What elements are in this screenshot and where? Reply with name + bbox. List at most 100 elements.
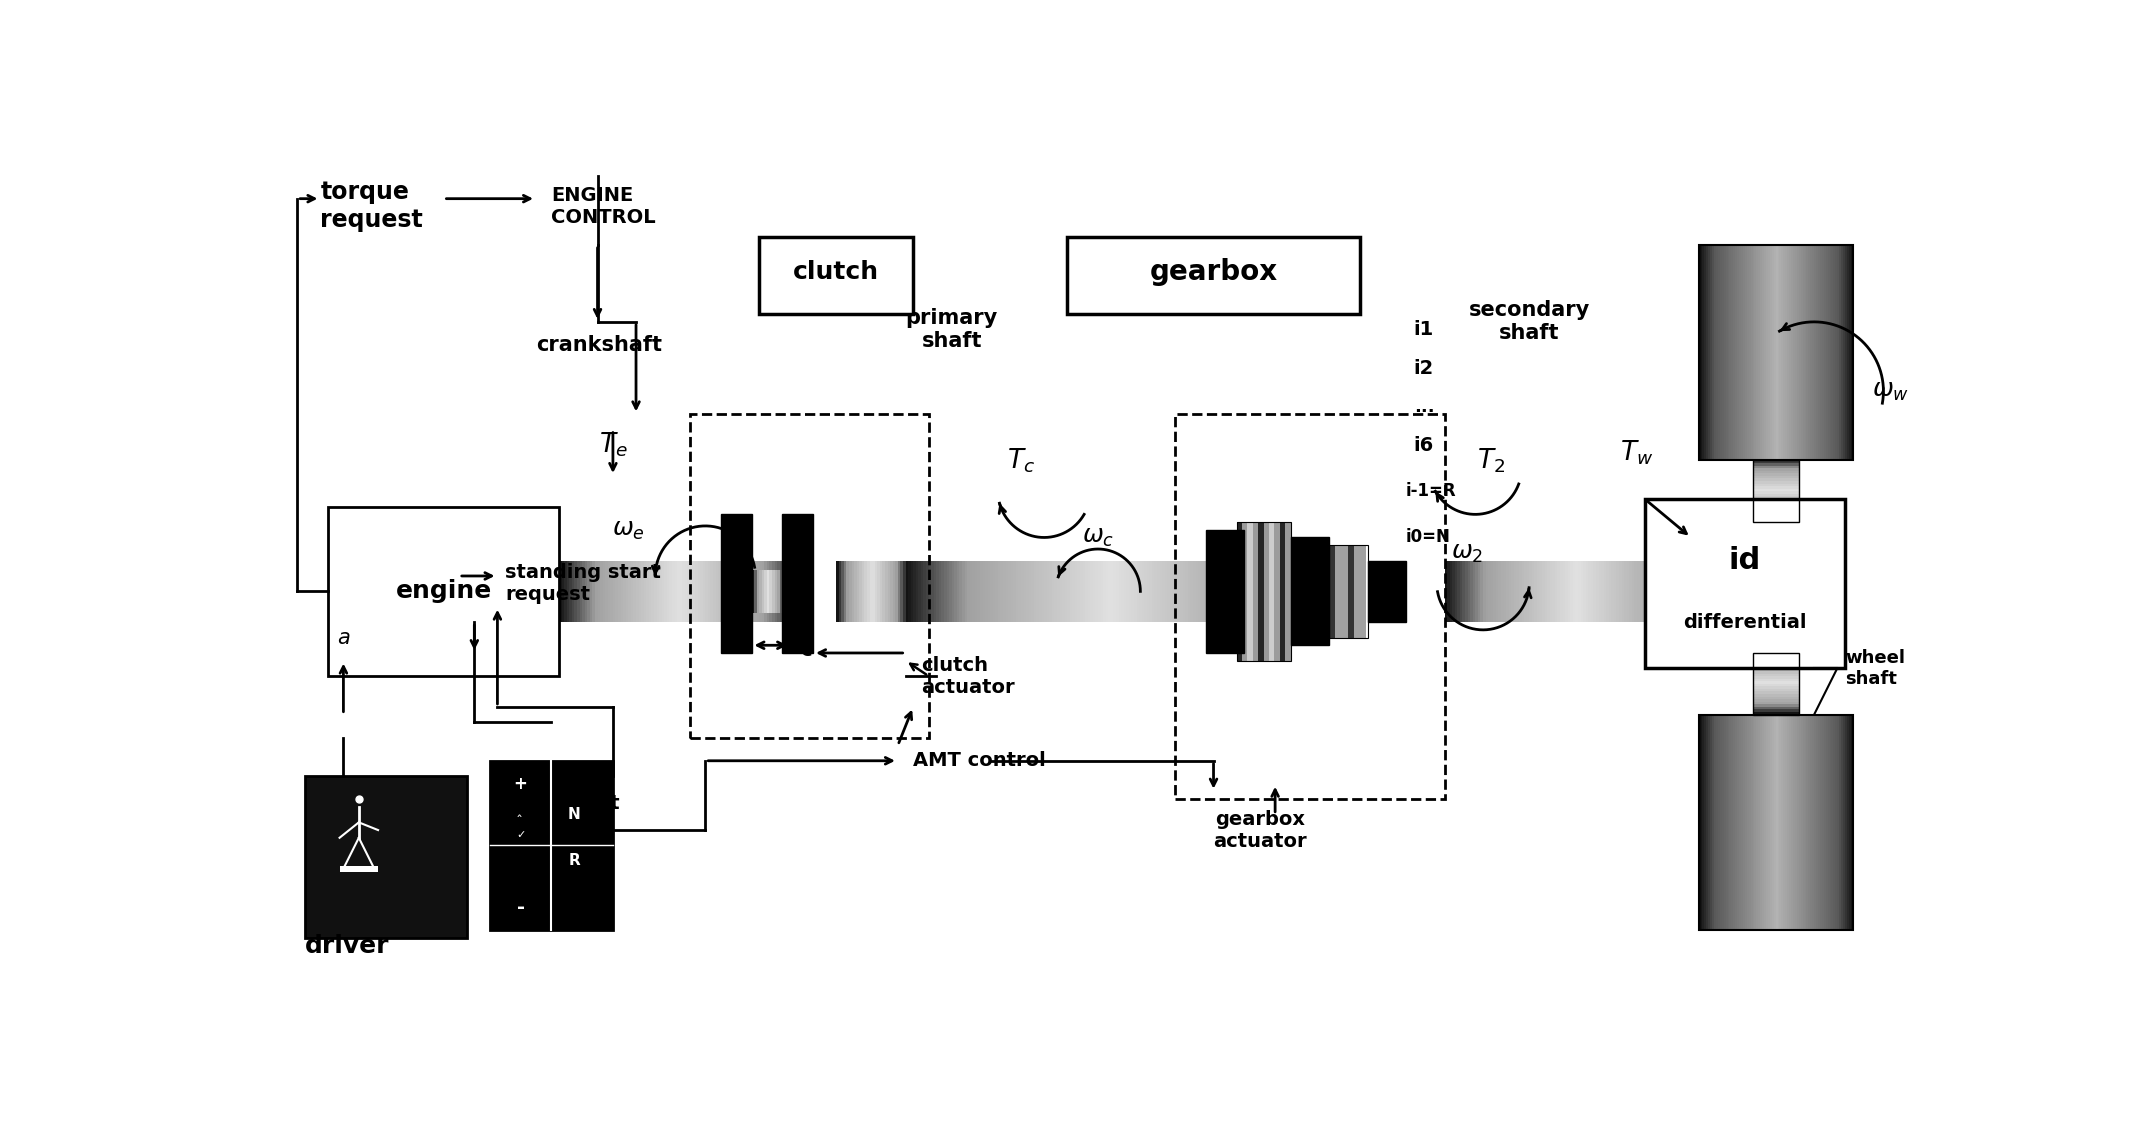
Bar (1761, 542, 1791, 545)
Bar (1264, 560, 1268, 622)
Bar (1802, 245, 1804, 460)
Bar (890, 560, 892, 622)
Bar (1782, 245, 1784, 460)
Bar (1698, 714, 1701, 930)
Bar (1752, 663, 1800, 666)
Bar (1761, 583, 1791, 586)
Bar (1763, 245, 1765, 460)
Bar (888, 560, 890, 622)
Bar (1761, 568, 1791, 570)
Bar (1675, 560, 1679, 622)
Bar (587, 560, 591, 622)
Bar (1662, 560, 1666, 622)
Bar (1703, 560, 1707, 622)
Bar (1752, 660, 1800, 664)
Bar (1808, 714, 1810, 930)
Bar (1004, 560, 1006, 622)
Bar (1634, 560, 1638, 622)
Text: i6: i6 (1415, 436, 1434, 455)
Bar (694, 560, 699, 622)
Bar (1752, 704, 1800, 706)
Bar (1752, 473, 1800, 476)
Bar (1279, 560, 1284, 622)
Bar (1752, 688, 1800, 692)
Bar (624, 560, 626, 622)
Text: i0=N: i0=N (1406, 529, 1451, 547)
Bar (1847, 245, 1849, 460)
Bar (1570, 560, 1574, 622)
Bar (722, 560, 727, 622)
Bar (1204, 560, 1206, 622)
Bar (1752, 514, 1800, 517)
Bar (1772, 245, 1774, 460)
Bar (1828, 714, 1830, 930)
Bar (703, 560, 705, 622)
Bar (1477, 560, 1481, 622)
Bar (1561, 560, 1563, 622)
Bar (1537, 560, 1539, 622)
Bar (974, 560, 978, 622)
Bar (916, 560, 918, 622)
Bar (1765, 245, 1767, 460)
Bar (877, 560, 879, 622)
Bar (1653, 560, 1656, 622)
Bar (1170, 560, 1174, 622)
Bar (1292, 560, 1296, 622)
Bar (1761, 537, 1791, 540)
Bar (1748, 245, 1750, 460)
Bar (1709, 714, 1714, 930)
Bar (1752, 511, 1800, 514)
Bar (931, 560, 933, 622)
Text: $T_w$: $T_w$ (1621, 438, 1653, 467)
Bar (1795, 714, 1797, 930)
Bar (1765, 714, 1767, 930)
Text: i1: i1 (1415, 320, 1434, 339)
Bar (1236, 560, 1241, 622)
Bar (1780, 714, 1782, 930)
Bar (1742, 714, 1744, 930)
Bar (1481, 560, 1484, 622)
Text: AMT control: AMT control (914, 751, 1045, 770)
Bar (1761, 596, 1791, 599)
Bar (1574, 560, 1576, 622)
Bar (1073, 560, 1075, 622)
Bar (731, 560, 733, 622)
Bar (1797, 714, 1800, 930)
Bar (968, 560, 970, 622)
Bar (1802, 714, 1804, 930)
Bar (1761, 555, 1791, 558)
Text: $a$: $a$ (338, 628, 350, 648)
Bar (1761, 627, 1791, 630)
Bar (1772, 714, 1774, 930)
Bar (856, 560, 860, 622)
Bar (924, 560, 927, 622)
Bar (770, 560, 772, 622)
Text: N: N (568, 807, 580, 822)
Bar (742, 560, 744, 622)
Bar (1765, 714, 1767, 930)
Bar (305, 776, 467, 938)
Bar (1593, 560, 1595, 622)
Bar (1580, 560, 1585, 622)
Bar (639, 560, 641, 622)
Bar (1752, 676, 1800, 678)
Bar (1761, 591, 1791, 594)
Bar (1752, 691, 1800, 694)
Bar (987, 560, 991, 622)
Bar (1752, 471, 1800, 473)
Bar (1761, 609, 1791, 612)
Bar (1761, 630, 1791, 632)
Bar (1621, 560, 1625, 622)
Bar (1600, 560, 1602, 622)
Bar (1451, 560, 1456, 622)
Bar (720, 560, 725, 622)
Bar (1789, 245, 1791, 460)
Bar (752, 560, 755, 622)
Bar (1791, 245, 1793, 460)
Bar (1483, 560, 1486, 622)
Bar (1757, 714, 1759, 930)
Bar (1823, 245, 1825, 460)
Bar (1733, 245, 1735, 460)
Text: $T_e$: $T_e$ (598, 431, 628, 459)
Bar (1219, 560, 1221, 622)
